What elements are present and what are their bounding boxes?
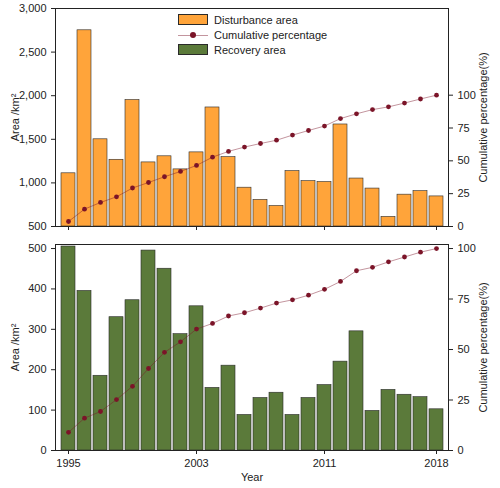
svg-text:2011: 2011 bbox=[313, 457, 337, 469]
svg-text:Year: Year bbox=[241, 471, 264, 483]
svg-text:300: 300 bbox=[28, 323, 46, 335]
svg-text:75: 75 bbox=[458, 293, 470, 305]
svg-text:1995: 1995 bbox=[56, 457, 80, 469]
svg-text:2018: 2018 bbox=[424, 457, 448, 469]
svg-text:3,000: 3,000 bbox=[19, 2, 47, 14]
html-text:Cumulative percentage: Cumulative percentage bbox=[214, 28, 328, 41]
svg-text:200: 200 bbox=[28, 363, 46, 375]
svg-text:0: 0 bbox=[458, 444, 464, 456]
svg-text:100: 100 bbox=[458, 89, 476, 101]
svg-text:0: 0 bbox=[40, 444, 46, 456]
svg-text:400: 400 bbox=[28, 282, 46, 294]
svg-text:Cumulative percentage(%): Cumulative percentage(%) bbox=[477, 52, 489, 182]
svg-text:1,500: 1,500 bbox=[19, 133, 47, 145]
svg-text:50: 50 bbox=[458, 154, 470, 166]
svg-text:500: 500 bbox=[28, 242, 46, 254]
svg-text:500: 500 bbox=[28, 220, 46, 232]
html-text:Recovery area: Recovery area bbox=[214, 43, 286, 56]
svg-text:Cumulative percentage(%): Cumulative percentage(%) bbox=[477, 282, 489, 412]
svg-text:Area /km²: Area /km² bbox=[9, 323, 21, 371]
svg-text:Area /km²: Area /km² bbox=[9, 93, 21, 141]
svg-text:2003: 2003 bbox=[184, 457, 208, 469]
svg-text:25: 25 bbox=[458, 187, 470, 199]
svg-text:50: 50 bbox=[458, 343, 470, 355]
svg-text:1,000: 1,000 bbox=[19, 176, 47, 188]
svg-text:25: 25 bbox=[458, 394, 470, 406]
svg-text:100: 100 bbox=[458, 242, 476, 254]
svg-text:2,500: 2,500 bbox=[19, 46, 47, 58]
svg-text:100: 100 bbox=[28, 404, 46, 416]
svg-text:75: 75 bbox=[458, 122, 470, 134]
svg-text:2,000: 2,000 bbox=[19, 89, 47, 101]
svg-text:0: 0 bbox=[458, 220, 464, 232]
html-text:Disturbance area: Disturbance area bbox=[214, 13, 298, 26]
